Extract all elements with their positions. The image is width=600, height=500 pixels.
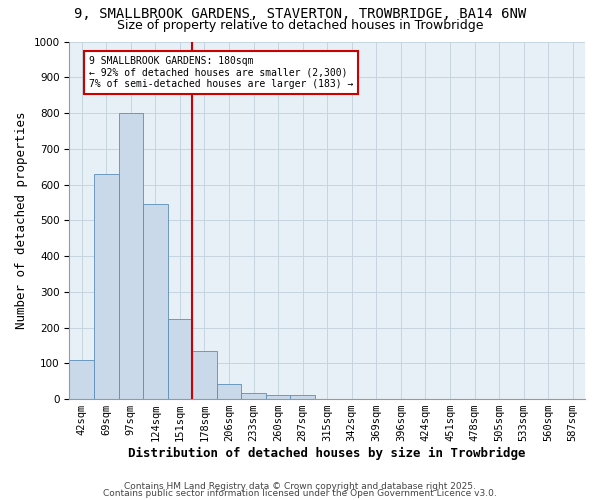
Text: Contains public sector information licensed under the Open Government Licence v3: Contains public sector information licen… <box>103 490 497 498</box>
Bar <box>167 318 192 399</box>
Text: Contains HM Land Registry data © Crown copyright and database right 2025.: Contains HM Land Registry data © Crown c… <box>124 482 476 491</box>
Bar <box>94 174 119 399</box>
Bar <box>217 384 241 399</box>
Bar <box>192 350 217 399</box>
Bar <box>119 113 143 399</box>
Text: Size of property relative to detached houses in Trowbridge: Size of property relative to detached ho… <box>117 18 483 32</box>
Bar <box>241 392 266 399</box>
Bar <box>290 396 315 399</box>
Y-axis label: Number of detached properties: Number of detached properties <box>15 112 28 329</box>
Text: 9 SMALLBROOK GARDENS: 180sqm
← 92% of detached houses are smaller (2,300)
7% of : 9 SMALLBROOK GARDENS: 180sqm ← 92% of de… <box>89 56 353 89</box>
Bar <box>266 396 290 399</box>
X-axis label: Distribution of detached houses by size in Trowbridge: Distribution of detached houses by size … <box>128 447 526 460</box>
Bar <box>70 360 94 399</box>
Bar <box>143 204 167 399</box>
Text: 9, SMALLBROOK GARDENS, STAVERTON, TROWBRIDGE, BA14 6NW: 9, SMALLBROOK GARDENS, STAVERTON, TROWBR… <box>74 8 526 22</box>
